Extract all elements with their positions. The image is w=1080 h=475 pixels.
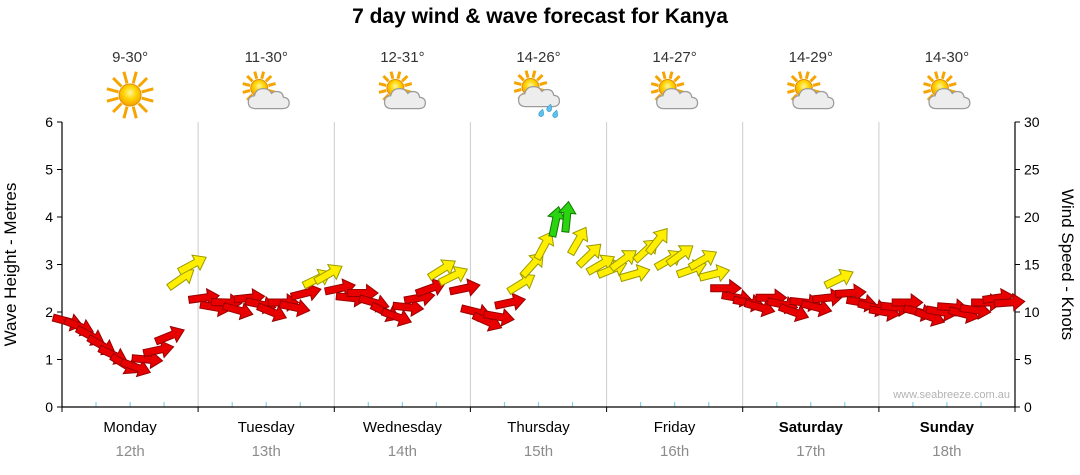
wind-arrow (289, 282, 322, 302)
right-tick-label: 10 (1024, 304, 1040, 320)
weather-icon-sunny (106, 71, 154, 119)
left-tick-label: 3 (45, 257, 53, 273)
wind-arrow (380, 307, 413, 327)
cloud-icon (247, 88, 290, 110)
day-temp: 14-27° (652, 49, 696, 66)
day-temp: 12-31° (380, 49, 424, 66)
day-temp: 14-26° (516, 49, 560, 66)
wind-arrow (533, 231, 555, 262)
raindrop-icon (546, 103, 552, 112)
day-date: 12th (115, 443, 144, 460)
wind-arrow (566, 226, 589, 257)
right-tick-label: 25 (1024, 162, 1040, 178)
wind-arrow (221, 301, 254, 321)
wind-arrow (142, 339, 175, 359)
wind-arrow (278, 298, 311, 318)
wind-arrow (585, 254, 616, 276)
right-axis-title: Wind Speed - Knots (1058, 189, 1077, 340)
day-temp: 9-30° (112, 49, 148, 66)
day-name: Monday (103, 419, 157, 436)
day-temp: 11-30° (245, 49, 288, 66)
wind-arrow (823, 268, 854, 290)
day-date: 15th (524, 443, 553, 460)
wind-arrow (777, 302, 810, 323)
left-axis-title: Wave Height - Metres (1, 183, 20, 347)
cloud-icon (517, 86, 561, 108)
right-tick-label: 5 (1024, 352, 1032, 368)
left-tick-label: 1 (45, 352, 53, 368)
sun-icon (106, 71, 154, 119)
day-name: Wednesday (363, 419, 442, 436)
wind-arrow (993, 292, 1026, 312)
wind-arrow (494, 292, 527, 312)
wind-arrow (618, 263, 651, 283)
weather-icon-partly-cloudy (378, 71, 426, 110)
raindrop-icon (552, 109, 558, 118)
watermark: www.seabreeze.com.au (892, 389, 1010, 401)
weather-icon-partly-cloudy (787, 71, 835, 110)
day-name: Thursday (507, 419, 570, 436)
wind-arrow (800, 298, 833, 318)
wind-arrow (414, 278, 447, 298)
day-temp: 14-29° (789, 49, 833, 66)
wind-arrow (153, 325, 185, 346)
left-tick-label: 2 (45, 304, 53, 320)
wind-arrow (482, 308, 515, 327)
cloud-icon (792, 88, 835, 110)
weather-icon-partly-cloudy (650, 71, 699, 110)
left-tick-label: 4 (45, 209, 53, 225)
wind-arrow (437, 265, 469, 287)
wind-arrow (426, 259, 456, 281)
wind-arrow (710, 278, 743, 298)
wind-arrow (506, 273, 536, 296)
day-date: 16th (660, 443, 689, 460)
day-date: 17th (796, 443, 825, 460)
right-tick-label: 30 (1024, 114, 1040, 130)
left-tick-label: 6 (45, 114, 53, 130)
right-tick-label: 0 (1024, 399, 1032, 415)
day-name: Saturday (779, 419, 844, 436)
wind-arrow (644, 227, 668, 256)
day-date: 14th (388, 443, 417, 460)
page-title: 7 day wind & wave forecast for Kanya (352, 5, 728, 28)
wind-arrow (557, 200, 577, 233)
wind-arrow (834, 283, 867, 303)
wind-arrow (891, 293, 924, 312)
weather-icon-partly-cloudy (242, 71, 290, 110)
day-date: 18th (932, 443, 961, 460)
raindrop-icon (538, 108, 544, 117)
wind-arrow (575, 243, 602, 269)
wind-arrow (698, 263, 731, 283)
left-tick-label: 5 (45, 162, 53, 178)
day-temp: 14-30° (925, 49, 969, 66)
wind-arrow (392, 298, 425, 318)
day-name: Friday (654, 419, 696, 436)
wind-arrow (313, 264, 343, 286)
wind-arrow (687, 249, 718, 272)
wind-arrow (448, 278, 481, 297)
wind-arrow (546, 205, 566, 238)
weather-icon-rain-showers (513, 70, 561, 118)
day-name: Sunday (920, 419, 975, 436)
day-name: Tuesday (238, 419, 295, 436)
left-tick-label: 0 (45, 399, 53, 415)
cloud-icon (383, 88, 426, 110)
weather-icon-partly-cloudy (923, 71, 971, 110)
right-tick-label: 20 (1024, 209, 1040, 225)
cloud-icon (656, 88, 699, 110)
cloud-icon (928, 88, 971, 110)
right-tick-label: 15 (1024, 257, 1040, 273)
wind-arrow (665, 245, 694, 268)
wind-arrow (347, 283, 379, 303)
wind-arrow (176, 254, 207, 276)
day-date: 13th (252, 443, 281, 460)
